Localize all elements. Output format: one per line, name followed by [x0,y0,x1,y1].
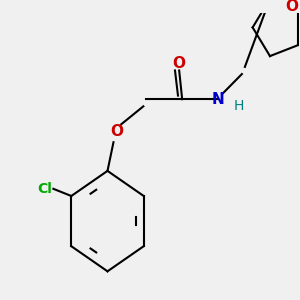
Text: H: H [234,99,244,113]
Text: O: O [110,124,123,139]
Text: N: N [212,92,224,107]
Text: O: O [286,0,298,14]
Text: Cl: Cl [37,182,52,196]
Text: O: O [173,56,186,71]
